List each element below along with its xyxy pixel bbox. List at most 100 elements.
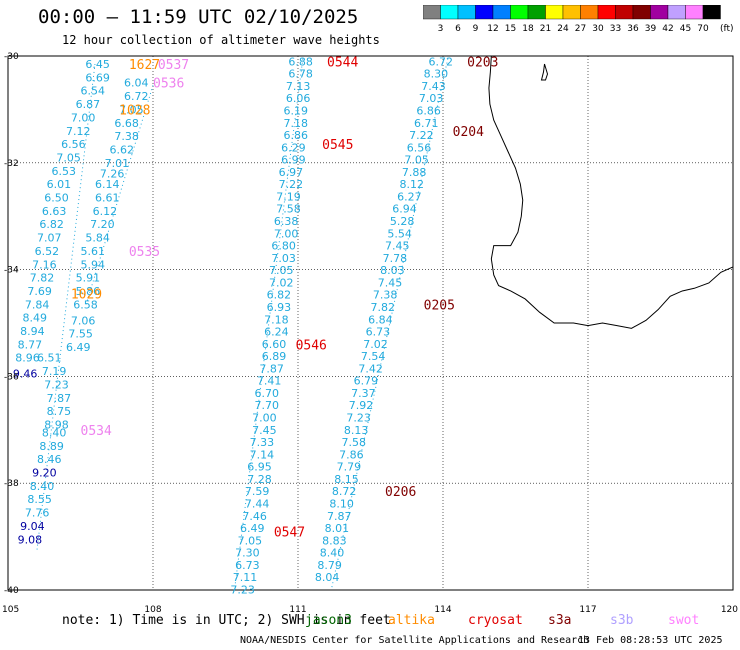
x-tick-label: 108 bbox=[144, 605, 161, 615]
wave-height-value: 7.54 bbox=[361, 350, 386, 363]
wave-height-value: 6.54 bbox=[81, 85, 106, 98]
wave-height-value: 7.55 bbox=[68, 328, 93, 341]
wave-height-value: 7.18 bbox=[264, 313, 289, 326]
wave-height-value: 7.38 bbox=[114, 130, 139, 143]
wave-height-value: 7.03 bbox=[419, 92, 444, 105]
wave-height-value: 7.33 bbox=[250, 436, 275, 449]
wave-height-value: 7.16 bbox=[32, 258, 57, 271]
wave-height-value: 6.19 bbox=[284, 104, 309, 117]
colorbar-swatch bbox=[475, 5, 494, 20]
wave-height-value: 6.52 bbox=[35, 245, 60, 258]
wave-height-value: 8.94 bbox=[20, 325, 45, 338]
y-tick-label: -32 bbox=[4, 159, 19, 169]
wave-height-value: 6.29 bbox=[281, 141, 306, 154]
wave-height-value: 7.02 bbox=[363, 338, 388, 351]
wave-height-value: 7.07 bbox=[37, 232, 62, 245]
wave-height-value: 6.50 bbox=[44, 192, 69, 205]
wave-height-value: 8.04 bbox=[315, 571, 340, 584]
wave-height-value: 7.22 bbox=[279, 178, 304, 191]
wave-height-value: 8.40 bbox=[320, 547, 345, 560]
wave-height-value: 6.60 bbox=[262, 338, 287, 351]
wave-height-value: 6.73 bbox=[366, 326, 391, 339]
wave-height-value: 8.75 bbox=[47, 405, 72, 418]
wave-height-value: 7.70 bbox=[255, 399, 280, 412]
wave-height-value: 6.53 bbox=[52, 165, 77, 178]
wave-height-colorbar: 3 6 9 12 15 18 21 24 27 30 33 36 39 42 45 70 (ft) bbox=[423, 5, 734, 34]
wave-height-value: 6.63 bbox=[42, 205, 66, 218]
wave-height-value: 8.12 bbox=[400, 178, 425, 191]
wave-height-value: 5.94 bbox=[81, 258, 106, 271]
x-tick-label: 114 bbox=[434, 605, 451, 615]
australia-coastline bbox=[488, 55, 734, 329]
wave-height-value: 6.82 bbox=[267, 289, 292, 302]
colorbar-swatch bbox=[650, 5, 669, 20]
wave-height-value: 6.80 bbox=[271, 240, 296, 253]
colorbar-label: 36 bbox=[627, 24, 639, 34]
wave-height-value: 5.86 bbox=[76, 285, 101, 298]
satellite-legend-altika: altika bbox=[388, 613, 435, 628]
wave-height-value: 7.42 bbox=[358, 362, 383, 375]
satellite-legend-cryosat: cryosat bbox=[468, 613, 523, 628]
colorbar-label: 27 bbox=[575, 24, 586, 34]
pass-time-label: 0203 bbox=[467, 55, 498, 70]
wave-height-value: 8.96 bbox=[15, 352, 40, 365]
pass-time-label: 0534 bbox=[81, 424, 112, 439]
pass-time-label: 1029 bbox=[71, 288, 102, 303]
wave-height-value: 7.12 bbox=[66, 125, 91, 138]
wave-height-value: 7.82 bbox=[30, 272, 55, 285]
satellite-legend-s3b: s3b bbox=[610, 613, 634, 628]
colorbar-swatch bbox=[527, 5, 546, 20]
wave-height-value: 7.45 bbox=[385, 240, 410, 253]
pass-time-label: 0535 bbox=[129, 245, 160, 260]
wave-height-value: 5.61 bbox=[81, 245, 106, 258]
wave-height-value: 7.13 bbox=[286, 80, 311, 93]
y-tick-label: -36 bbox=[4, 372, 19, 382]
pass-time-label: 0537 bbox=[158, 58, 189, 73]
generated-timestamp: 13 Feb 08:28:53 UTC 2025 bbox=[578, 635, 723, 646]
wave-height-value: 8.10 bbox=[329, 497, 354, 510]
wave-height-value: 7.86 bbox=[339, 448, 364, 461]
wave-height-value: 8.89 bbox=[39, 440, 64, 453]
wave-height-value: 9.04 bbox=[20, 520, 45, 533]
wave-height-value: 6.93 bbox=[267, 301, 292, 314]
colorbar-label: 15 bbox=[505, 24, 516, 34]
wave-height-value: 8.55 bbox=[27, 493, 52, 506]
wave-height-value: 6.86 bbox=[284, 129, 309, 142]
y-tick-label: -30 bbox=[4, 52, 19, 62]
map-title: 00:00 – 11:59 UTC 02/10/2025 bbox=[38, 6, 359, 28]
pass-time-label: 1028 bbox=[119, 103, 150, 118]
footer-note: note: 1) Time is in UTC; 2) SWH is in fe… bbox=[62, 613, 391, 628]
wave-height-value: 6.58 bbox=[73, 298, 98, 311]
wave-height-value: 6.78 bbox=[288, 68, 313, 81]
wave-height-value: 6.72 bbox=[429, 55, 454, 68]
wave-height-value: 6.49 bbox=[66, 341, 91, 354]
wave-height-value: 6.38 bbox=[274, 215, 299, 228]
wave-height-value: 6.79 bbox=[354, 375, 379, 388]
colorbar-swatch bbox=[440, 5, 459, 20]
wave-height-value: 9.46 bbox=[13, 368, 38, 381]
pass-time-label: 0544 bbox=[327, 55, 358, 70]
coastline bbox=[488, 55, 734, 329]
wave-height-value: 6.56 bbox=[407, 141, 432, 154]
wave-height-value: 8.40 bbox=[30, 480, 55, 493]
wave-height-value: 7.23 bbox=[230, 583, 255, 596]
wave-height-value: 7.44 bbox=[245, 497, 269, 510]
wave-height-value: 6.49 bbox=[240, 522, 265, 535]
x-tick-label: 111 bbox=[289, 605, 306, 615]
wave-height-value: 6.51 bbox=[37, 352, 62, 365]
colorbar-swatch bbox=[580, 5, 599, 20]
wave-height-value: 7.26 bbox=[100, 167, 125, 180]
wave-height-value: 6.89 bbox=[262, 350, 287, 363]
wave-height-value: 8.03 bbox=[380, 264, 405, 277]
wave-height-value: 6.61 bbox=[95, 192, 120, 205]
y-tick-label: -38 bbox=[4, 479, 19, 489]
colorbar-label: 24 bbox=[557, 24, 569, 34]
colorbar-label: 18 bbox=[522, 24, 534, 34]
pass-time-label: 0205 bbox=[424, 298, 455, 313]
colorbar-swatch bbox=[685, 5, 704, 20]
wave-height-value: 8.40 bbox=[42, 426, 66, 439]
wave-height-value: 6.72 bbox=[124, 90, 149, 103]
wave-height-value: 7.84 bbox=[25, 298, 49, 311]
wave-height-value: 7.87 bbox=[47, 392, 72, 405]
